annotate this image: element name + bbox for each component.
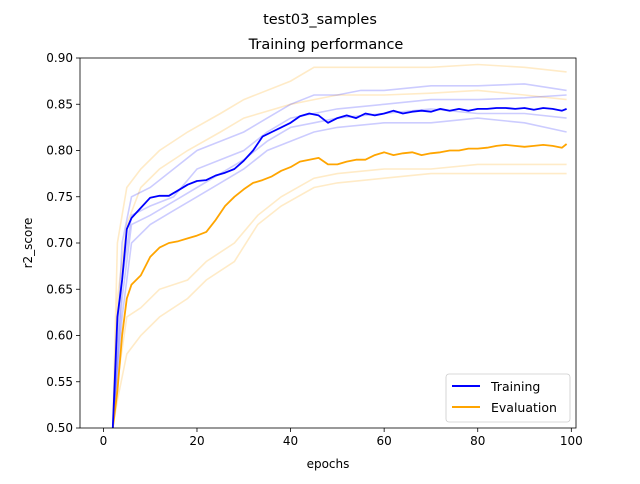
evaluation-sample-line-3 [112,172,567,428]
x-tick-label: 40 [283,434,298,448]
y-axis-label: r2_score [21,218,35,269]
y-tick-label: 0.50 [46,421,73,435]
y-tick-label: 0.65 [46,282,73,296]
series-line-training [111,107,567,428]
y-axis-ticks: 0.50 0.55 0.60 0.65 0.70 0.75 0.80 0.85 0.90 [46,51,80,435]
y-tick-label: 0.80 [46,144,73,158]
series-line-evaluation [111,143,568,428]
chart-title: Training performance [248,37,404,53]
legend-label-evaluation: Evaluation [491,400,557,415]
x-tick-label: 100 [560,434,583,448]
evaluation-sample-line-2 [112,163,567,428]
legend-label-training: Training [490,379,540,394]
chart-suptitle: test03_samples [263,12,377,28]
evaluation-sample-line-1 [112,89,567,428]
y-tick-label: 0.85 [46,97,73,111]
x-axis-label: epochs [307,457,350,471]
y-tick-label: 0.70 [46,236,73,250]
plot-area: 0 20 40 60 80 100 0.50 0.55 0.60 0.65 0.70 0.75 0.8… [46,51,582,448]
y-tick-label: 0.90 [46,51,73,65]
x-tick-label: 80 [470,434,485,448]
chart-legend: Training Evaluation [445,373,571,423]
y-tick-label: 0.75 [46,190,73,204]
training-sample-line-1 [112,94,567,428]
sample-run-lines [112,63,567,428]
y-tick-label: 0.60 [46,329,73,343]
x-axis-ticks: 0 20 40 60 80 100 [100,428,583,448]
x-tick-label: 60 [377,434,392,448]
x-tick-label: 20 [189,434,204,448]
y-tick-label: 0.55 [46,375,73,389]
x-tick-label: 0 [100,434,108,448]
training-sample-line-2 [112,117,567,428]
evaluation-sample-line-0 [112,63,567,428]
main-series-lines [111,107,568,428]
training-sample-line-0 [112,83,567,428]
